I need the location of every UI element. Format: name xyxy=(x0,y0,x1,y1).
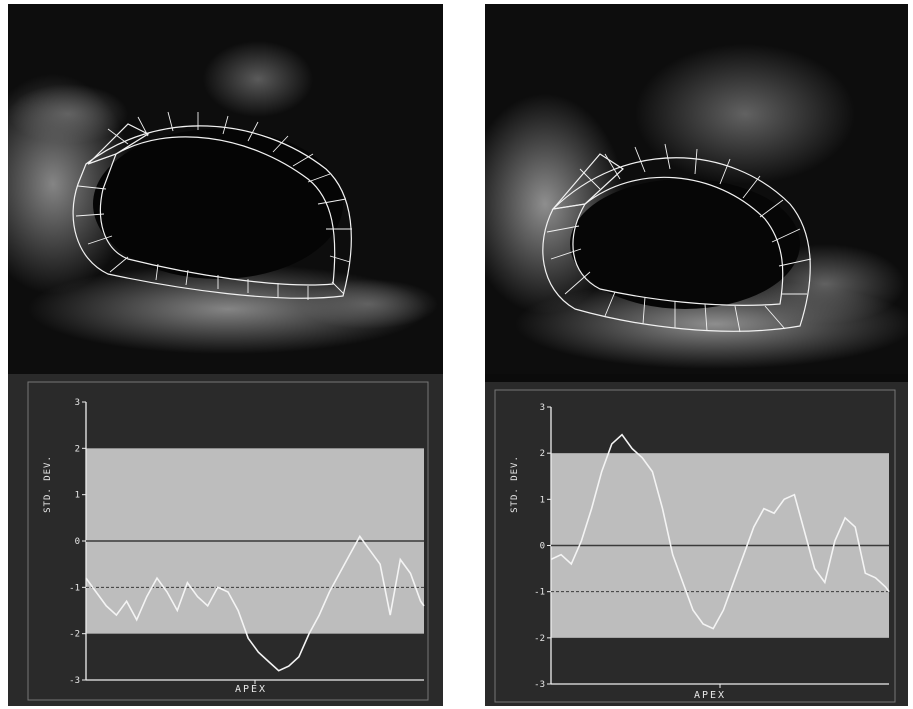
y-tick-label: -3 xyxy=(69,676,80,686)
valve-plane xyxy=(87,123,150,165)
endocardial-contour xyxy=(99,136,336,286)
left-panel: 3 2 1 0 -1 -2 -3 STD. DEV. APEX xyxy=(8,4,443,706)
y-tick-label: 2 xyxy=(540,449,545,459)
right-panel: 3 2 1 0 -1 -2 -3 STD. DEV. APEX xyxy=(485,4,908,706)
series-line-right xyxy=(550,433,890,630)
x-axis-label-right: APEX xyxy=(694,690,726,701)
series-line-left xyxy=(85,534,425,672)
epicardial-contour xyxy=(542,157,811,332)
y-tick-label: 1 xyxy=(75,491,80,501)
y-tick-label: -2 xyxy=(534,634,545,644)
y-tick-label: -1 xyxy=(534,588,545,598)
epicardial-contour xyxy=(72,125,352,299)
valve-plane xyxy=(551,153,624,210)
graph-left: 3 2 1 0 -1 -2 -3 STD. DEV. APEX xyxy=(8,374,443,706)
y-tick-label: 2 xyxy=(75,444,80,454)
y-tick-label: 3 xyxy=(540,403,545,413)
echo-image xyxy=(8,4,443,374)
y-tick-label: 3 xyxy=(75,398,80,408)
y-tick-label: 0 xyxy=(540,542,545,552)
right-figure: 3 2 1 0 -1 -2 -3 STD. DEV. APEX xyxy=(485,4,908,706)
graph-right: 3 2 1 0 -1 -2 -3 STD. DEV. APEX xyxy=(485,382,908,706)
echo-image xyxy=(485,4,908,374)
y-tick-label: -1 xyxy=(69,583,80,593)
y-axis-label-right: STD. DEV. xyxy=(510,455,520,513)
wall-mesh xyxy=(542,143,812,333)
y-axis-label-left: STD. DEV. xyxy=(43,455,53,513)
y-tick-label: 1 xyxy=(540,495,545,505)
y-tick-label: -3 xyxy=(534,680,545,690)
wall-mesh xyxy=(72,111,352,300)
x-axis-label-left: APEX xyxy=(235,684,267,695)
left-figure: 3 2 1 0 -1 -2 -3 STD. DEV. APEX xyxy=(8,4,443,706)
y-tick-label: 0 xyxy=(75,537,80,547)
y-tick-label: -2 xyxy=(69,630,80,640)
